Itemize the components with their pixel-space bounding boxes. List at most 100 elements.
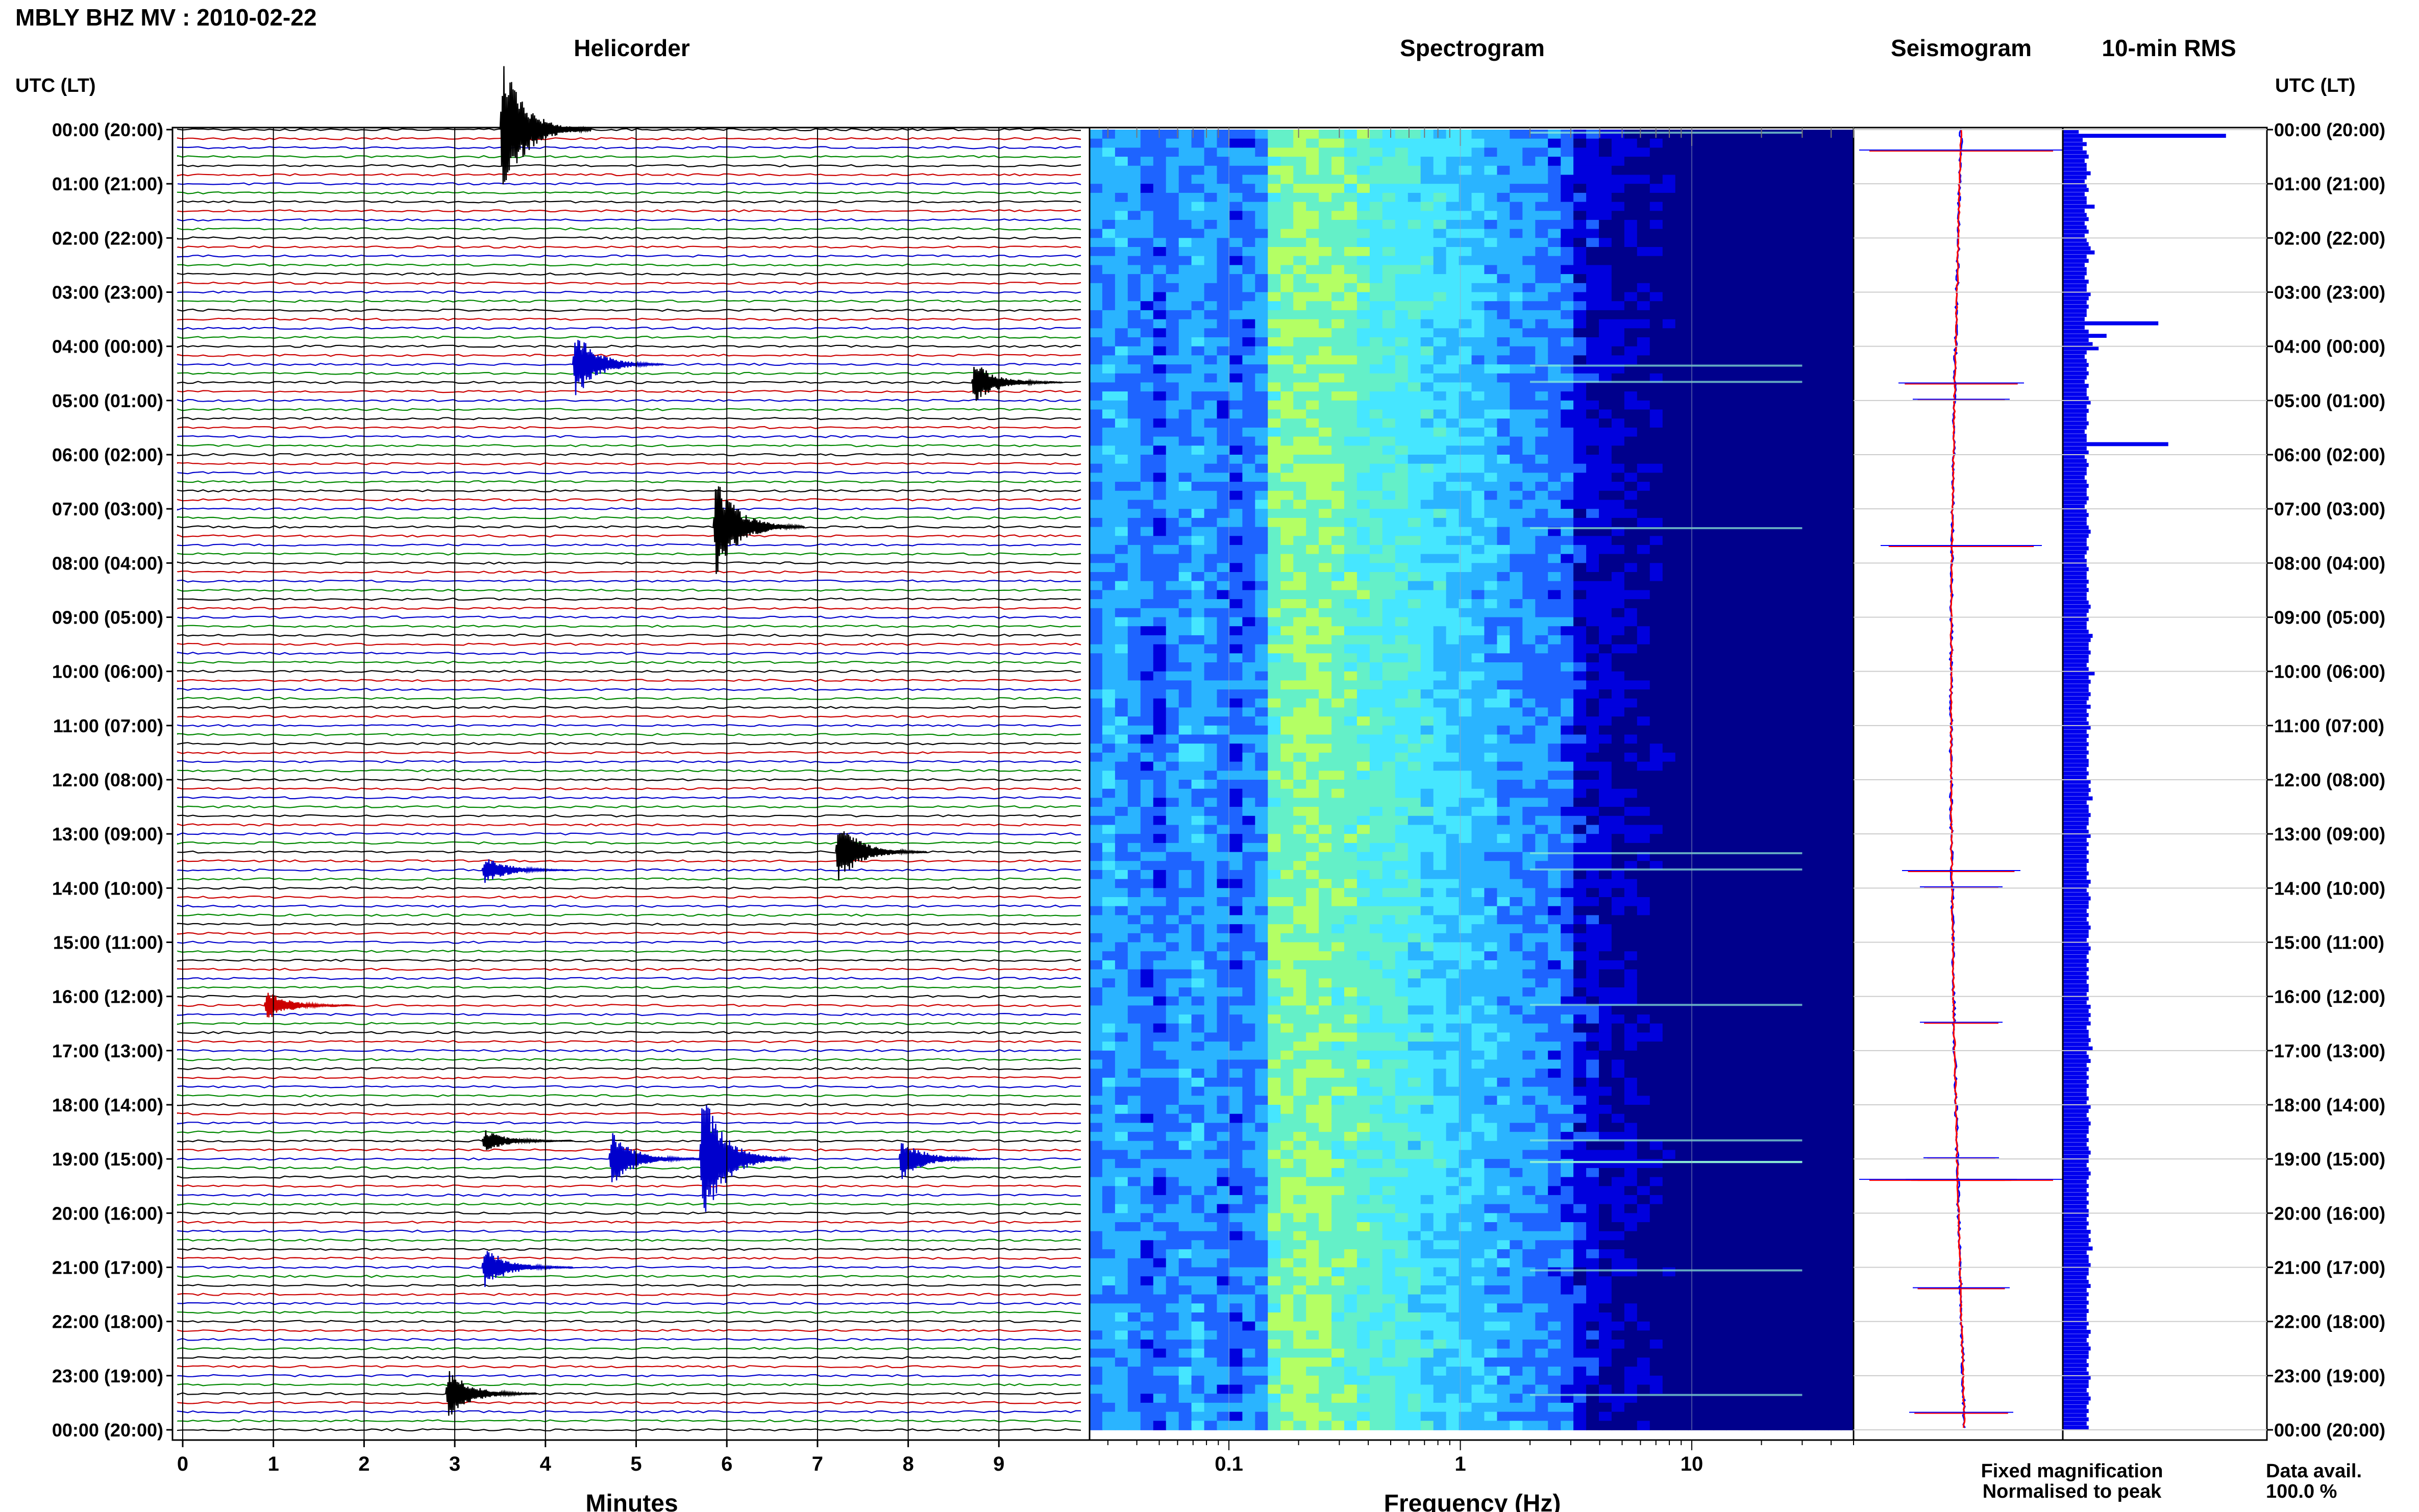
spectrogram-cell bbox=[1306, 617, 1319, 627]
spectrogram-cell bbox=[1306, 870, 1319, 880]
spectrogram-cell bbox=[1356, 184, 1370, 193]
spectrogram-cell bbox=[1127, 599, 1141, 609]
spectrogram-cell bbox=[1344, 1222, 1357, 1232]
spectrogram-cell bbox=[1319, 1014, 1332, 1024]
spectrogram-cell bbox=[1191, 563, 1205, 573]
spectrogram-cell bbox=[1446, 771, 1460, 780]
spectrogram-cell bbox=[1446, 1023, 1460, 1033]
spectrogram-cell bbox=[1090, 807, 1103, 816]
spectrogram-cell bbox=[1166, 490, 1179, 501]
spectrogram-cell bbox=[1153, 1421, 1167, 1430]
spectrogram-cell bbox=[1408, 554, 1421, 564]
spectrogram-cell bbox=[1115, 364, 1128, 374]
spectrogram-cell bbox=[1408, 364, 1421, 374]
spectrogram-cell bbox=[1446, 337, 1460, 347]
spectrogram-cell bbox=[1217, 310, 1230, 320]
spectrogram-cell bbox=[1433, 1123, 1447, 1132]
spectrogram-cell bbox=[1382, 509, 1396, 518]
spectrogram-cell bbox=[1344, 942, 1357, 952]
spectrogram-cell bbox=[1166, 1059, 1179, 1069]
spectrogram-cell bbox=[1471, 500, 1485, 509]
spectrogram-cell bbox=[1369, 680, 1383, 690]
spectrogram-cell bbox=[1255, 490, 1269, 501]
spectrogram-cell bbox=[1471, 229, 1485, 239]
spectrogram-cell bbox=[1319, 590, 1332, 600]
spectrogram-cell bbox=[1497, 969, 1511, 979]
spectrogram-cell bbox=[1306, 364, 1319, 374]
spectrogram-cell bbox=[1280, 635, 1294, 645]
spectrogram-cell bbox=[1433, 563, 1447, 573]
spectrogram-cell bbox=[1356, 698, 1370, 708]
spectrogram-cell bbox=[1459, 1096, 1472, 1105]
spectrogram-cell bbox=[1153, 617, 1167, 627]
spectrogram-cell bbox=[1510, 455, 1523, 464]
spectrogram-cell bbox=[1369, 373, 1383, 383]
spectrogram-cell bbox=[1356, 274, 1370, 284]
spectrogram-cell bbox=[1140, 933, 1154, 943]
spectrogram-cell bbox=[1369, 653, 1383, 663]
spectrogram-cell bbox=[1090, 815, 1103, 826]
spectrogram-cell bbox=[1356, 211, 1370, 220]
spectrogram-cell bbox=[1191, 861, 1205, 871]
spectrogram-cell bbox=[1497, 960, 1511, 970]
spectrogram-cell bbox=[1280, 1384, 1294, 1394]
spectrogram-cell bbox=[1255, 1177, 1269, 1187]
spectrogram-cell bbox=[1280, 1375, 1294, 1385]
spectrogram-cell bbox=[1344, 653, 1357, 663]
spectrogram-cell bbox=[1204, 1213, 1218, 1223]
spectrogram-cell bbox=[1293, 852, 1306, 862]
spectrogram-cell bbox=[1356, 870, 1370, 880]
spectrogram-cell bbox=[1522, 969, 1536, 979]
spectrogram-cell bbox=[1115, 229, 1128, 239]
spectrogram-cell bbox=[1229, 590, 1243, 600]
spectrogram-cell bbox=[1191, 373, 1205, 383]
spectrogram-cell bbox=[1127, 1059, 1141, 1069]
spectrogram-cell bbox=[1191, 969, 1205, 979]
spectrogram-cell bbox=[1510, 761, 1523, 772]
spectrogram-cell bbox=[1102, 1303, 1116, 1313]
spectrogram-cell bbox=[1280, 662, 1294, 672]
spectrogram-cell bbox=[1369, 581, 1383, 591]
spectrogram-cell bbox=[1382, 825, 1396, 834]
spectrogram-cell bbox=[1102, 635, 1116, 645]
spectrogram-cell bbox=[1166, 635, 1179, 645]
spectrogram-cell bbox=[1293, 192, 1306, 203]
spectrogram-cell bbox=[1344, 987, 1357, 997]
spectrogram-cell bbox=[1319, 978, 1332, 988]
spectrogram-cell bbox=[1166, 599, 1179, 609]
spectrogram-cell bbox=[1102, 1384, 1116, 1394]
spectrogram-cell bbox=[1420, 509, 1434, 518]
spectrogram-cell bbox=[1204, 509, 1218, 518]
spectrogram-cell bbox=[1344, 807, 1357, 816]
spectrogram-cell bbox=[1127, 725, 1141, 735]
spectrogram-cell bbox=[1255, 346, 1269, 356]
spectrogram-cell bbox=[1382, 1312, 1396, 1322]
spectrogram-cell bbox=[1344, 256, 1357, 266]
spectrogram-cell bbox=[1268, 1222, 1281, 1232]
spectrogram-cell bbox=[1280, 1096, 1294, 1105]
spectrogram-cell bbox=[1420, 219, 1434, 230]
spectrogram-cell bbox=[1204, 906, 1218, 916]
spectrogram-cell bbox=[1178, 1249, 1192, 1259]
spectrogram-cell bbox=[1459, 599, 1472, 609]
spectrogram-cell bbox=[1433, 165, 1447, 176]
spectrogram-cell bbox=[1369, 211, 1383, 220]
spectrogram-cell bbox=[1395, 1303, 1409, 1313]
spectrogram-cell bbox=[1446, 1348, 1460, 1358]
spectrogram-cell bbox=[1356, 888, 1370, 898]
spectrogram-cell bbox=[1178, 590, 1192, 600]
spectrogram-cell bbox=[1280, 897, 1294, 907]
spectrogram-cell bbox=[1484, 473, 1498, 482]
spectrogram-cell bbox=[1090, 147, 1103, 157]
spectrogram-cell bbox=[1459, 852, 1472, 862]
spectrogram-cell bbox=[1369, 807, 1383, 816]
spectrogram-cell bbox=[1191, 951, 1205, 961]
spectrogram-cell bbox=[1217, 1231, 1230, 1241]
spectrogram-cell bbox=[1510, 1411, 1523, 1422]
spectrogram-cell bbox=[1356, 328, 1370, 338]
spectrogram-cell bbox=[1268, 1330, 1281, 1340]
spectrogram-cell bbox=[1115, 644, 1128, 654]
spectrogram-cell bbox=[1446, 825, 1460, 834]
spectrogram-cell bbox=[1369, 1023, 1383, 1033]
spectrogram-cell bbox=[1115, 1113, 1128, 1124]
